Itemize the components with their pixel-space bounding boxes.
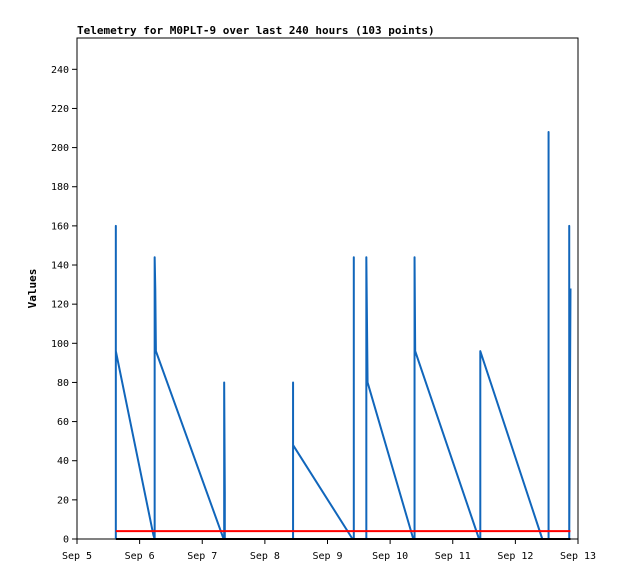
y-tick-label: 0 (63, 535, 69, 546)
y-tick-label: 120 (51, 300, 69, 311)
y-tick-label: 20 (57, 495, 69, 506)
y-tick-label: 100 (51, 339, 69, 350)
y-tick-label: 160 (51, 221, 69, 232)
x-tick-label: Sep 9 (312, 551, 342, 562)
x-axis: Sep 5 Sep 6 Sep 7 Sep 8 Sep 9 Sep 10 Sep 11 Sep… (62, 539, 596, 562)
x-tick-label: Sep 13 (560, 551, 596, 562)
x-tick-label: Sep 11 (435, 551, 471, 562)
series-layer (114, 130, 572, 540)
x-tick-label: Sep 7 (187, 551, 217, 562)
y-tick-label: 240 (51, 65, 69, 76)
x-tick-label: Sep 6 (125, 551, 155, 562)
y-tick-label: 200 (51, 143, 69, 154)
y-tick-label: 40 (57, 456, 69, 467)
x-tick-label: Sep 10 (372, 551, 408, 562)
y-tick-label: 220 (51, 104, 69, 115)
y-tick-label: 60 (57, 417, 69, 428)
x-tick-label: Sep 5 (62, 551, 92, 562)
x-tick-label: Sep 8 (250, 551, 280, 562)
plot-area-frame (76, 37, 579, 540)
y-axis: 0 20 40 60 80 100 120 140 160 180 200 220 240 (51, 65, 77, 546)
series-line-0 (114, 130, 572, 540)
x-tick-label: Sep 12 (497, 551, 533, 562)
y-tick-label: 180 (51, 182, 69, 193)
y-tick-label: 80 (57, 378, 69, 389)
y-axis-label: Values (26, 269, 39, 309)
y-tick-label: 140 (51, 261, 69, 272)
chart-title: Telemetry for M0PLT-9 over last 240 hour… (77, 24, 435, 37)
